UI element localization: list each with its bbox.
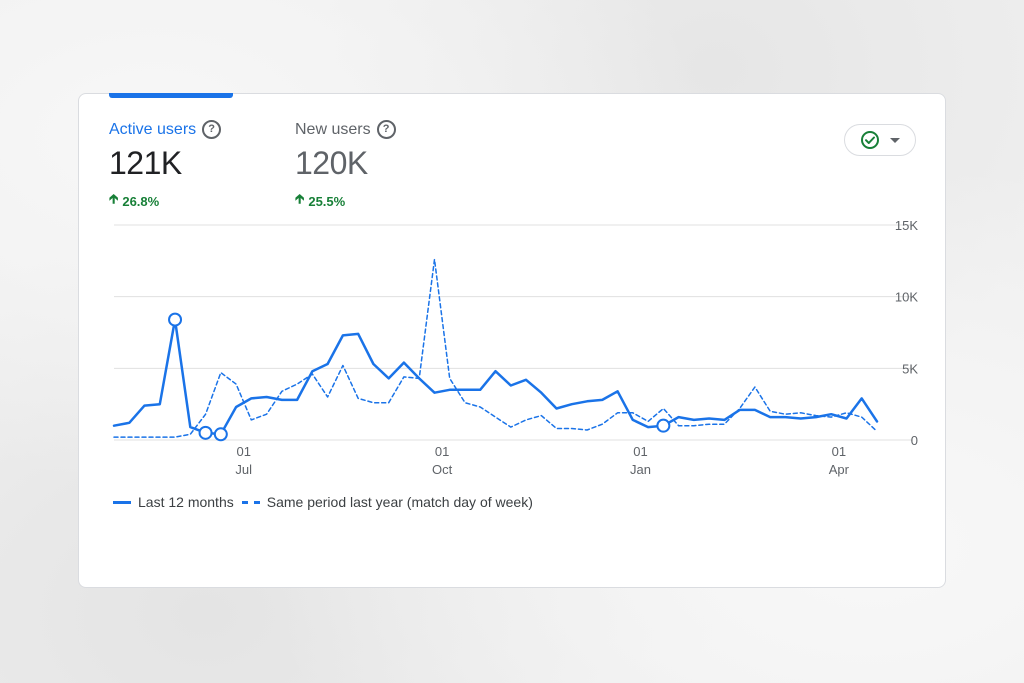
x-tick-day: 01 xyxy=(832,444,846,459)
metric-change: 🡱 26.8% xyxy=(109,190,221,212)
series-line-current xyxy=(112,318,879,436)
metric-label: New users xyxy=(295,120,371,138)
legend-label: Same period last year (match day of week… xyxy=(266,494,533,510)
selected-tab-indicator xyxy=(109,93,233,98)
metric-label: Active users xyxy=(109,120,197,138)
x-tick-month: Jan xyxy=(630,462,651,477)
metric-value: 120K xyxy=(295,145,368,181)
series-marker xyxy=(656,418,671,433)
metric-change-value: 26.8% xyxy=(122,193,160,209)
metric-value: 121K xyxy=(109,145,182,181)
x-tick-month: Oct xyxy=(432,462,453,477)
line-chart: 15K 10K 5K 0 01 Jul 01 Oct 01 Jan 01 Apr xyxy=(112,218,918,477)
x-tick-day: 01 xyxy=(236,444,250,459)
caret-down-icon xyxy=(890,137,900,143)
metric-change-value: 25.5% xyxy=(308,193,346,209)
metric-new-users[interactable]: New users ? 120K 🡱 25.5% xyxy=(295,120,396,212)
legend-item-current[interactable]: Last 12 months xyxy=(113,494,234,510)
chart-legend: Last 12 months Same period last year (ma… xyxy=(113,494,533,510)
question-circle-icon[interactable]: ? xyxy=(202,120,222,139)
y-tick-label: 10K xyxy=(895,290,918,305)
arrow-up-icon: 🡱 xyxy=(109,191,119,206)
legend-label: Last 12 months xyxy=(138,494,234,510)
legend-swatch-solid xyxy=(113,500,131,504)
legend-swatch-dashed xyxy=(241,500,260,504)
series-marker xyxy=(168,312,183,327)
x-tick-month: Apr xyxy=(829,462,850,477)
series-marker xyxy=(198,425,213,440)
metric-active-users[interactable]: Active users ? 121K 🡱 26.8% xyxy=(109,120,222,212)
series-marker xyxy=(213,427,228,442)
y-tick-label: 15K xyxy=(895,218,918,233)
y-tick-label: 0 xyxy=(911,433,918,448)
series-line-previous xyxy=(113,258,878,438)
check-circle-icon xyxy=(861,131,879,149)
status-dropdown-button[interactable] xyxy=(844,124,916,156)
question-circle-icon[interactable]: ? xyxy=(376,120,396,139)
y-tick-label: 5K xyxy=(902,361,918,376)
x-tick-day: 01 xyxy=(633,444,647,459)
legend-item-previous[interactable]: Same period last year (match day of week… xyxy=(241,494,533,510)
x-tick-day: 01 xyxy=(435,444,449,459)
arrow-up-icon: 🡱 xyxy=(295,191,305,206)
active-users-card: Active users ? 121K 🡱 26.8% New users ? … xyxy=(78,93,946,588)
metric-change: 🡱 25.5% xyxy=(295,190,396,212)
x-tick-month: Jul xyxy=(235,462,252,477)
